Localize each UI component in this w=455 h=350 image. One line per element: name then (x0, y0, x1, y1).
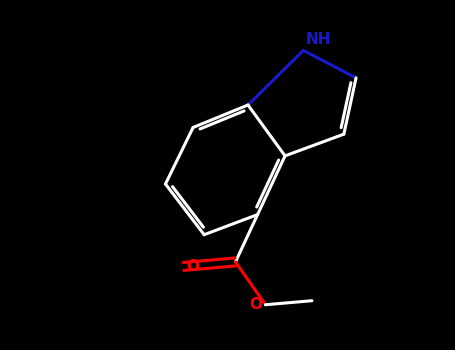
Text: O: O (249, 297, 263, 312)
Text: NH: NH (305, 33, 331, 47)
Text: O: O (187, 259, 199, 274)
